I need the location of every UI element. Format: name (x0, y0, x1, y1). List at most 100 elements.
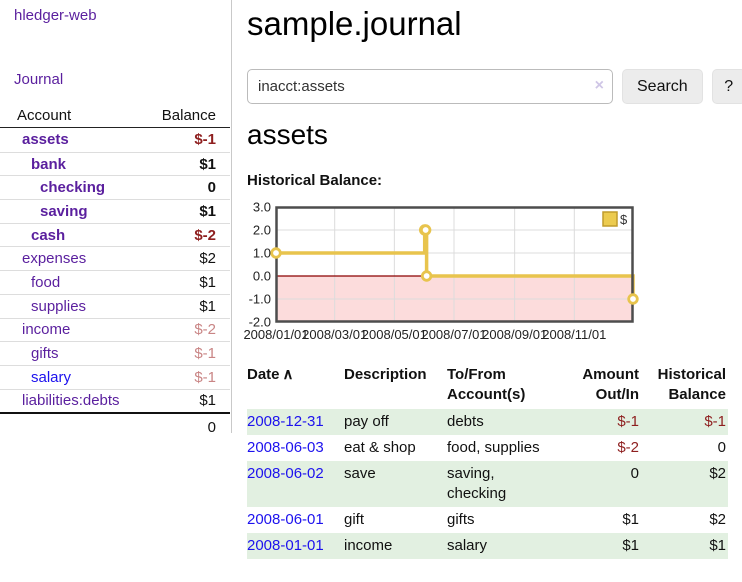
account-heading: assets (247, 119, 328, 150)
svg-text:2008/01/01: 2008/01/01 (243, 327, 308, 342)
svg-text:-2.0: -2.0 (249, 315, 271, 330)
svg-text:3.0: 3.0 (253, 200, 271, 215)
app-brand-link[interactable]: hledger-web (14, 7, 97, 24)
account-link-expenses[interactable]: expenses (22, 250, 87, 268)
transaction-date-link[interactable]: 2008-06-01 (247, 511, 324, 528)
amount-cell: $1 (622, 511, 639, 528)
amount-cell: $-1 (617, 413, 639, 430)
date-header-label: Date (247, 366, 280, 383)
description-cell: income (344, 537, 393, 554)
chart-title: Historical Balance: (247, 172, 383, 189)
sort-asc-icon: ∧ (282, 366, 294, 383)
account-row: income $-2 (0, 317, 230, 342)
tofrom-column-header: To/From Account(s) (447, 363, 575, 409)
date-cell: 2008-12-31 (247, 409, 344, 435)
date-cell: 2008-06-02 (247, 461, 344, 507)
register-row: 2008-01-01 income salary $1 $1 (247, 533, 728, 559)
sidebar-item-journal[interactable]: Journal (14, 71, 64, 88)
help-button[interactable]: ? (711, 69, 742, 104)
balance-header-line1: Historical (657, 366, 726, 383)
accounts-cell: salary (447, 537, 488, 554)
date-cell: 2008-01-01 (247, 533, 344, 559)
svg-text:2008/03/01: 2008/03/01 (302, 327, 367, 342)
balance-cell: $-1 (704, 413, 726, 430)
amount-header-line2: Out/In (595, 386, 639, 403)
transaction-date-link[interactable]: 2008-01-01 (247, 537, 324, 554)
account-row: liabilities:debts $1 (0, 388, 230, 413)
account-row: cash $-2 (0, 222, 230, 247)
account-balance: $1 (199, 155, 216, 173)
svg-text:2008/09/01: 2008/09/01 (482, 327, 547, 342)
svg-text:1.0: 1.0 (253, 246, 271, 261)
account-link-food[interactable]: food (31, 273, 61, 291)
account-column-header: Account (17, 107, 72, 124)
account-link-saving[interactable]: saving (40, 202, 88, 220)
account-link-checking[interactable]: checking (40, 179, 106, 197)
svg-text:0.0: 0.0 (253, 269, 271, 284)
chart-legend-label: $ (620, 212, 628, 227)
svg-text:2.0: 2.0 (253, 223, 271, 238)
amount-cell: $1 (622, 537, 639, 554)
account-link-salary[interactable]: salary (31, 368, 72, 386)
total-balance: 0 (207, 419, 216, 436)
transaction-date-link[interactable]: 2008-12-31 (247, 413, 324, 430)
transaction-date-link[interactable]: 2008-06-03 (247, 439, 324, 456)
balance-column-header-main: Historical Balance (641, 363, 728, 409)
account-balance: $1 (199, 297, 216, 315)
page-title: sample.journal (247, 5, 462, 42)
search-bar: × Search ? (247, 69, 742, 104)
account-link-cash[interactable]: cash (31, 226, 66, 244)
account-row: assets $-1 (0, 128, 230, 152)
account-link-supplies[interactable]: supplies (31, 297, 87, 315)
accounts-table-header: Account Balance (0, 103, 230, 128)
search-input[interactable] (247, 69, 613, 104)
description-cell: eat & shop (344, 439, 416, 456)
account-row: saving $1 (0, 199, 230, 223)
account-link-liabilities-debts[interactable]: liabilities:debts (22, 392, 120, 410)
amount-cell: 0 (630, 465, 639, 482)
account-balance: $-2 (194, 226, 216, 244)
date-cell: 2008-06-03 (247, 435, 344, 461)
account-row: food $1 (0, 270, 230, 294)
register-row: 2008-12-31 pay off debts $-1 $-1 (247, 409, 728, 435)
account-balance: $-1 (194, 131, 216, 149)
svg-text:2008/05/01: 2008/05/01 (362, 327, 427, 342)
accounts-cell: saving, checking (447, 465, 507, 502)
description-cell: gift (344, 511, 365, 528)
account-row: salary $-1 (0, 364, 230, 389)
tofrom-header-line1: To/From (447, 366, 506, 383)
date-column-header[interactable]: Date ∧ (247, 363, 344, 409)
accounts-cell: food, supplies (447, 439, 540, 456)
balance-cell: $1 (709, 537, 726, 554)
account-row: expenses $2 (0, 246, 230, 270)
description-cell: pay off (344, 413, 389, 430)
accounts-list: assets $-1 bank $1 checking 0 saving $1 cash $-2 e… (0, 128, 230, 412)
search-field-wrap: × (247, 69, 613, 104)
register-row: 2008-06-01 gift gifts $1 $2 (247, 507, 728, 533)
register-table: Date ∧ Description To/From Account(s) Amo… (247, 363, 728, 559)
transaction-date-link[interactable]: 2008-06-02 (247, 465, 324, 482)
account-row: supplies $1 (0, 293, 230, 318)
balance-cell: $2 (709, 465, 726, 482)
account-link-assets[interactable]: assets (22, 131, 69, 149)
account-balance: $1 (199, 202, 216, 220)
amount-header-line1: Amount (582, 366, 639, 383)
amount-cell: $-2 (617, 439, 639, 456)
account-row: checking 0 (0, 175, 230, 199)
accounts-total-row: 0 (0, 412, 230, 437)
clear-search-icon[interactable]: × (594, 77, 604, 94)
account-row: bank $1 (0, 151, 230, 176)
account-link-income[interactable]: income (22, 321, 71, 339)
accounts-cell: debts (447, 413, 484, 430)
account-link-bank[interactable]: bank (31, 155, 67, 173)
sidebar: hledger-web Journal Account Balance asse… (0, 0, 232, 436)
account-balance: 0 (207, 179, 216, 197)
svg-text:2008/11/01: 2008/11/01 (542, 327, 606, 342)
balance-cell: $2 (709, 511, 726, 528)
search-button[interactable]: Search (622, 69, 703, 104)
account-balance: $2 (199, 250, 216, 268)
account-balance: $-1 (194, 368, 216, 386)
account-link-gifts[interactable]: gifts (31, 345, 59, 363)
description-cell: save (344, 465, 376, 482)
svg-text:-1.0: -1.0 (249, 292, 271, 307)
